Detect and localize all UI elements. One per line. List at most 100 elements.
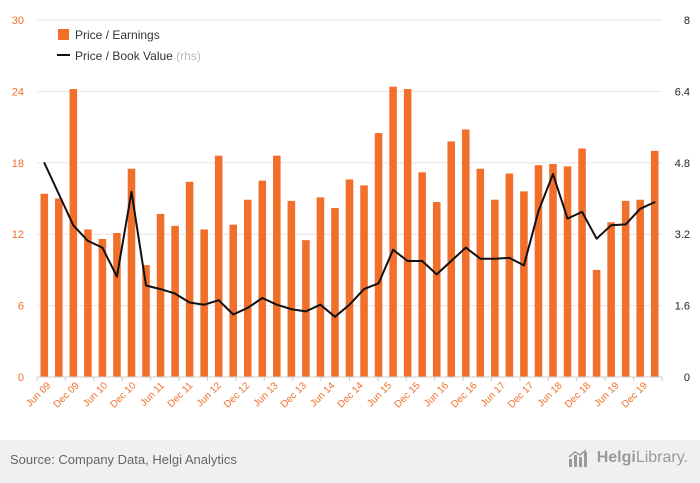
line-point xyxy=(72,224,75,227)
x-tick-label: Dec 09 xyxy=(52,380,82,410)
bar xyxy=(563,166,572,377)
bar xyxy=(316,197,325,377)
x-tick-label: Dec 16 xyxy=(449,380,479,410)
line-point xyxy=(43,162,46,164)
legend-label-pb: Price / Book Value (rhs) xyxy=(75,49,201,63)
source-note: Source: Company Data, Helgi Analytics xyxy=(10,452,237,467)
line-point xyxy=(610,224,612,227)
y-right-tick-label: 3.2 xyxy=(675,229,690,241)
x-tick-label: Jun 10 xyxy=(81,380,110,409)
bar xyxy=(55,198,63,377)
legend-label-pb-suffix: (rhs) xyxy=(176,49,201,63)
bar xyxy=(331,208,339,377)
bar xyxy=(462,129,470,377)
bar xyxy=(534,165,543,377)
y-right-tick-label: 6.4 xyxy=(675,86,690,98)
bar xyxy=(156,213,165,377)
bar xyxy=(127,168,136,377)
line-point xyxy=(290,308,293,310)
y-right-tick-label: 8 xyxy=(684,15,690,27)
bar xyxy=(69,89,78,378)
x-tick-label: Jun 09 xyxy=(24,380,53,409)
bar xyxy=(258,180,267,377)
line-point xyxy=(145,284,147,287)
bar xyxy=(607,222,615,377)
legend-swatch-pe xyxy=(58,29,69,40)
bar xyxy=(491,199,499,377)
y-right-tick-label: 4.8 xyxy=(675,158,690,170)
line-point xyxy=(595,237,598,240)
line-point xyxy=(232,313,235,316)
brand-name: Helgi xyxy=(596,449,636,466)
line-point xyxy=(116,275,118,278)
x-tick-label: Dec 15 xyxy=(392,380,422,410)
legend-label-pe: Price / Earnings xyxy=(75,28,160,42)
footer: Source: Company Data, Helgi Analytics He… xyxy=(0,440,700,483)
line-point xyxy=(435,273,438,276)
x-tick-label: Jun 13 xyxy=(252,380,281,409)
line-point xyxy=(523,264,525,267)
bar xyxy=(287,200,296,377)
line-point xyxy=(494,257,496,260)
bar xyxy=(229,224,237,377)
bar xyxy=(185,181,194,377)
bar xyxy=(302,240,310,377)
line-point xyxy=(87,240,89,242)
line-point xyxy=(174,292,176,295)
line-point xyxy=(581,211,583,213)
bar xyxy=(505,173,514,377)
x-tick-label: Jun 14 xyxy=(308,380,337,409)
line-point xyxy=(639,207,641,210)
y-right-tick-label: 1.6 xyxy=(675,301,690,313)
line-point xyxy=(261,297,264,299)
line-point xyxy=(188,301,191,304)
bar xyxy=(113,233,121,377)
x-tick-label: Jun 18 xyxy=(536,380,565,409)
x-tick-label: Dec 13 xyxy=(279,380,309,410)
bar xyxy=(549,163,557,377)
line-point xyxy=(566,217,569,220)
x-tick-label: Dec 14 xyxy=(336,380,366,410)
bar xyxy=(650,150,659,377)
line-point xyxy=(348,303,351,306)
bar xyxy=(636,199,644,377)
line-point xyxy=(653,201,656,203)
chart-logo-icon xyxy=(568,449,587,467)
line-point xyxy=(624,223,627,226)
bar xyxy=(200,229,208,377)
line-point xyxy=(334,315,336,318)
bar xyxy=(214,155,223,377)
bar xyxy=(520,191,528,377)
x-tick-label: Dec 18 xyxy=(563,380,593,410)
x-tick-label: Dec 11 xyxy=(166,380,196,410)
x-tick-label: Dec 10 xyxy=(108,380,138,410)
bar xyxy=(84,229,92,377)
bar xyxy=(447,141,456,377)
x-tick-label: Jun 16 xyxy=(422,380,451,409)
x-tick-label: Dec 12 xyxy=(222,380,252,410)
y-left-tick-label: 24 xyxy=(12,86,24,98)
bar xyxy=(592,269,601,377)
line-point xyxy=(537,210,540,212)
line-point xyxy=(305,310,307,313)
x-tick-label: Jun 15 xyxy=(365,380,394,409)
x-tick-label: Jun 12 xyxy=(195,380,224,409)
y-left-tick-label: 0 xyxy=(18,372,24,384)
line-point xyxy=(319,303,322,306)
x-tick-label: Dec 19 xyxy=(620,380,650,410)
y-left-tick-label: 18 xyxy=(12,158,24,170)
bar xyxy=(389,86,397,377)
line-point xyxy=(508,257,511,259)
x-tick-label: Jun 11 xyxy=(138,380,167,409)
brand-logo[interactable]: Helgi Library. xyxy=(568,449,688,467)
bar xyxy=(621,200,630,377)
line-point xyxy=(421,260,423,262)
bar xyxy=(403,89,412,378)
line-point xyxy=(217,299,220,302)
y-left-tick-label: 30 xyxy=(12,15,24,27)
brand-suffix: Library. xyxy=(635,449,688,466)
line-point xyxy=(450,260,453,262)
line-point xyxy=(464,246,467,249)
y-left-tick-label: 12 xyxy=(12,229,24,241)
